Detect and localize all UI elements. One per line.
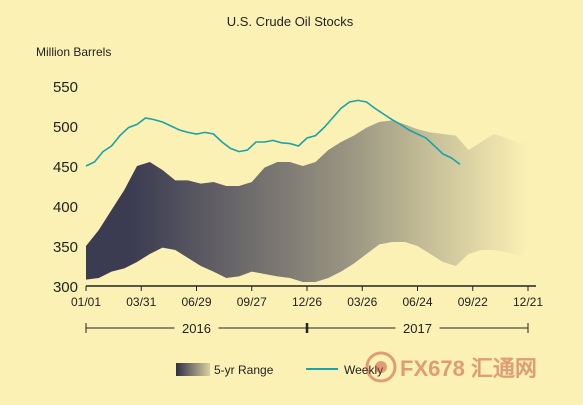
- watermark-logo: FX678 汇通网: [365, 351, 537, 383]
- year-grouping-axis: 2016 2017: [85, 321, 529, 336]
- five-year-range-band: [86, 120, 528, 283]
- x-tick-label: 12/26: [292, 295, 322, 309]
- legend-weekly-label: Weekly: [344, 363, 383, 377]
- weekly-series-line-group: [85, 99, 461, 167]
- x-tick-label: 03/26: [347, 295, 377, 309]
- weekly-series-line: [85, 99, 461, 167]
- legend-range-label: 5-yr Range: [214, 363, 274, 377]
- y-tick-label: 400: [53, 199, 78, 216]
- y-tick-label: 500: [53, 119, 78, 136]
- watermark-text: FX678 汇通网: [400, 356, 537, 381]
- x-tick-label: 12/21: [513, 295, 543, 309]
- legend: 5-yr Range Weekly: [176, 363, 383, 377]
- watermark-globe-icon: [365, 351, 397, 383]
- x-tick-label: 01/01: [71, 295, 101, 309]
- x-tick-label: 06/24: [402, 295, 432, 309]
- chart-title: U.S. Crude Oil Stocks: [227, 14, 354, 29]
- y-tick-label: 300: [53, 279, 78, 296]
- x-tick-label: 09/27: [237, 295, 267, 309]
- y-axis-label: Million Barrels: [36, 45, 111, 59]
- five-year-range-area: [86, 120, 528, 283]
- y-tick-label: 450: [53, 159, 78, 176]
- year-label: 2017: [403, 321, 432, 336]
- year-label: 2016: [182, 321, 211, 336]
- x-axis: 01/01 03/31 06/29 09/27 12/26 03/26 06/24 09/22…: [71, 285, 543, 309]
- x-tick-label: 03/31: [126, 295, 156, 309]
- legend-range-swatch: [176, 363, 210, 376]
- y-tick-label: 550: [53, 79, 78, 96]
- x-tick-label: 09/22: [458, 295, 488, 309]
- x-tick-label: 06/29: [181, 295, 211, 309]
- y-tick-label: 350: [53, 239, 78, 256]
- y-axis: 300 350 400 450 500 550: [53, 79, 78, 296]
